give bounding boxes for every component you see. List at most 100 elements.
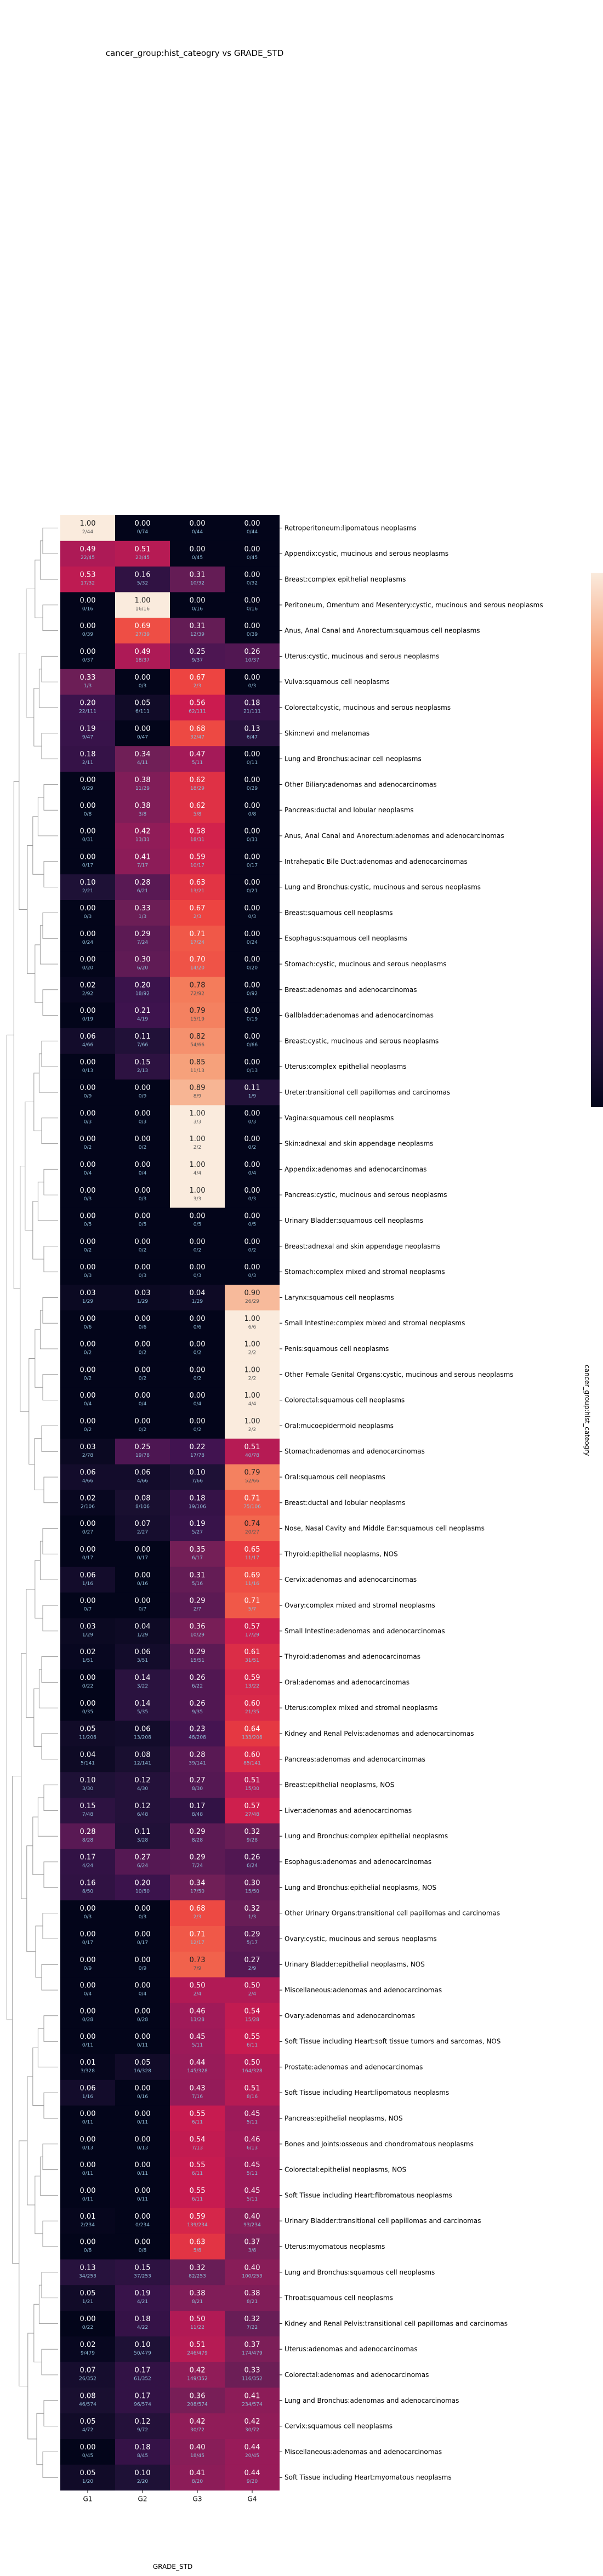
cell-count-label: 0/9 [84,1094,92,1099]
cell-count-label: 7/16 [192,2094,203,2100]
heatmap-cell [60,1566,115,1593]
heatmap-cell [115,2079,170,2106]
row-label: Ovary:cystic, mucinous and serous neopla… [285,1935,437,1942]
cell-count-label: 4/21 [137,2299,148,2305]
cell-value-label: 0.05 [80,2469,96,2477]
cell-count-label: 11/13 [190,1068,204,1074]
heatmap-cell [170,1310,225,1336]
heatmap-cell [115,592,170,618]
cell-count-label: 8/106 [135,1504,150,1509]
row-label: Other Female Genital Organs:cystic, muci… [285,1371,514,1378]
heatmap-cell [115,1515,170,1542]
heatmap-cell [225,2362,280,2388]
cell-value-label: 0.18 [190,1494,206,1502]
heatmap-cell [225,2233,280,2260]
cell-count-label: 0/16 [137,1581,148,1587]
heatmap-cell [60,1772,115,1798]
cell-value-label: 0.21 [135,1007,151,1015]
cell-value-label: 0.29 [244,1930,260,1939]
row-label: Intrahepatic Bile Duct:adenomas and aden… [285,858,468,865]
heatmap-cell [225,1079,280,1105]
cell-count-label: 1/16 [82,1581,93,1587]
cell-count-label: 2/234 [81,2222,95,2228]
heatmap-cell [225,592,280,618]
cell-count-label: 0/7 [139,1607,146,1612]
cell-value-label: 0.55 [190,2161,206,2169]
cell-value-label: 0.60 [244,1751,260,1759]
cell-value-label: 0.17 [135,2367,151,2375]
cell-count-label: 26/29 [245,1299,259,1304]
colorbar [591,573,603,1107]
dendrogram-link [26,1845,36,1952]
dendrogram-link [32,1816,44,1875]
dendrogram-link [42,1374,58,1401]
cell-value-label: 0.43 [190,2084,206,2093]
cell-count-label: 17/78 [190,1453,204,1458]
cell-value-label: 0.46 [190,2007,206,2015]
cell-count-label: 0/31 [82,837,93,843]
heatmap-cell [170,951,225,977]
cell-count-label: 19/78 [135,1453,150,1458]
cell-count-label: 0/2 [194,1247,201,1253]
cell-value-label: 0.00 [244,981,260,989]
cell-value-label: 0.04 [135,1622,151,1631]
heatmap-cell [115,1695,170,1721]
cell-value-label: 0.19 [135,2289,151,2298]
row-label: Colorectal:epithelial neoplasms, NOS [285,2166,406,2174]
cell-count-label: 17/50 [190,1889,204,1894]
cell-value-label: 0.00 [244,879,260,887]
cell-count-label: 9/479 [81,2351,95,2356]
dendrogram-link [41,1118,58,1144]
cell-value-label: 0.00 [135,1161,151,1169]
cell-value-label: 1.00 [244,1366,260,1374]
cell-value-label: 0.23 [190,1725,206,1734]
cell-count-label: 11/17 [245,1555,259,1561]
heatmap-cell [60,1464,115,1490]
heatmap-cell [60,1028,115,1055]
cell-count-label: 17/24 [190,940,204,945]
heatmap-cell [170,1464,225,1490]
row-label: Ovary:complex mixed and stromal neoplasm… [285,1602,435,1609]
heatmap-cell [60,1053,115,1080]
heatmap-cell [170,2131,225,2157]
heatmap-cell [170,1541,225,1568]
cell-count-label: 0/3 [248,914,256,920]
row-label: Thyroid:adenomas and adenocarcinomas [284,1653,420,1661]
cell-value-label: 0.00 [135,2033,151,2041]
heatmap-cell [60,977,115,1003]
cell-value-label: 0.00 [135,1212,151,1221]
cell-value-label: 1.00 [190,1187,206,1195]
cell-value-label: 0.05 [135,699,151,708]
heatmap-cell [225,566,280,592]
cell-count-label: 0/3 [248,683,256,689]
cell-count-label: 0/35 [82,1709,93,1715]
row-label: Pancreas:epithelial neoplasms, NOS [285,2115,403,2122]
cell-value-label: 0.00 [80,1263,96,1272]
dendrogram-link [42,2451,58,2478]
heatmap-cell [170,1951,225,1977]
cell-value-label: 0.17 [80,1854,96,1862]
cell-count-label: 133/208 [242,1735,263,1741]
cell-count-label: 1/29 [82,1632,93,1638]
row-label: Soft Tissue including Heart:soft tissue … [285,2038,500,2045]
heatmap-cell [60,1746,115,1773]
cell-count-label: 0/11 [82,2120,93,2125]
heatmap-cell [225,2413,280,2440]
cell-value-label: 0.19 [190,1520,206,1528]
heatmap-cell [60,2387,115,2414]
cell-value-label: 0.03 [80,1289,96,1297]
cell-value-label: 0.00 [244,1212,260,1221]
cell-value-label: 0.40 [244,2264,260,2272]
cell-count-label: 0/4 [84,1401,92,1407]
heatmap-cell [60,2028,115,2055]
cell-value-label: 0.00 [135,2213,151,2221]
cell-value-label: 0.00 [135,1982,151,1990]
cell-count-label: 0/29 [82,786,93,791]
heatmap-cell [60,2336,115,2362]
cell-value-label: 0.00 [244,1238,260,1246]
cell-count-label: 9/37 [192,658,203,663]
cell-value-label: 0.00 [135,1109,151,1118]
cell-count-label: 2/92 [82,991,93,996]
cell-count-label: 4/66 [82,1479,93,1484]
cell-count-label: 0/13 [82,1068,93,1074]
